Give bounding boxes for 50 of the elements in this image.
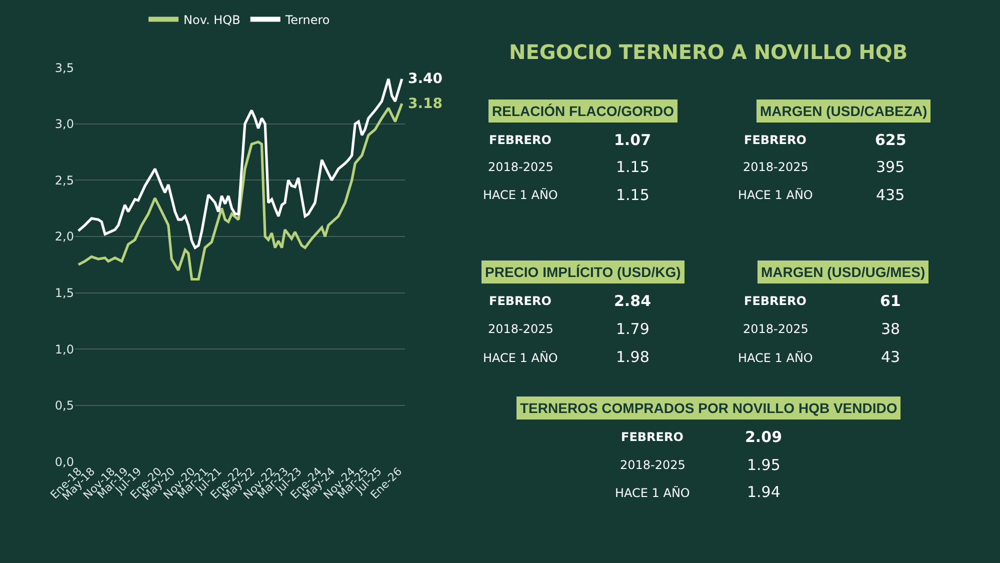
text: FEBRERO	[744, 133, 806, 147]
text: 1.15	[616, 158, 650, 176]
y-tick-label: 0,0	[54, 454, 74, 469]
text: HACE 1 AÑO	[483, 350, 558, 365]
text: 1.94	[747, 483, 780, 501]
text: 2018-2025	[488, 160, 554, 174]
text: FEBRERO	[489, 294, 552, 308]
text: MARGEN (USD/CABEZA)	[760, 103, 928, 119]
text: HACE 1 AÑO	[483, 187, 558, 202]
text: 1.98	[616, 348, 650, 366]
text: PRECIO IMPLÍCITO (USD/KG)	[485, 264, 681, 280]
y-tick-label: 0,5	[54, 398, 74, 413]
legend-label: Nov. HQB	[184, 12, 240, 27]
annotation: 3.40	[408, 71, 443, 87]
legend-label: Ternero	[284, 12, 330, 27]
text: 1.15	[616, 186, 650, 204]
text: HACE 1 AÑO	[738, 187, 813, 202]
text: 2.09	[745, 428, 782, 446]
text: NEGOCIO TERNERO A NOVILLO HQB	[509, 40, 908, 64]
y-tick-label: 3,0	[54, 117, 74, 132]
line-series	[77, 78, 404, 250]
text: RELACIÓN FLACO/GORDO	[492, 103, 674, 119]
y-tick-label: 2,0	[54, 230, 74, 244]
text: 1.07	[614, 131, 652, 149]
y-tick-label: 1,5	[54, 286, 74, 300]
text: 2018-2025	[488, 322, 554, 336]
text: 2018-2025	[743, 322, 808, 336]
text: FEBRERO	[744, 294, 806, 308]
text: HACE 1 AÑO	[738, 350, 813, 365]
y-tick-label: 3,5	[54, 60, 74, 75]
text: FEBRERO	[489, 133, 552, 147]
text: 61	[880, 292, 901, 310]
y-tick-label: 1,0	[54, 342, 74, 356]
text: 2018-2025	[620, 458, 686, 472]
text: 2018-2025	[743, 160, 808, 174]
text: MARGEN (USD/UG/MES)	[761, 264, 926, 280]
text: 435	[876, 186, 905, 204]
text: 38	[881, 320, 900, 338]
text: 43	[881, 348, 900, 366]
text: TERNEROS COMPRADOS POR NOVILLO HQB VENDIDO	[520, 400, 898, 416]
text: HACE 1 AÑO	[615, 485, 690, 500]
text: 2.84	[614, 292, 652, 310]
line-series	[77, 102, 404, 281]
text: 625	[875, 131, 906, 149]
text: FEBRERO	[621, 430, 684, 444]
text: 1.95	[747, 456, 780, 474]
text: 1.79	[616, 320, 650, 338]
annotation: 3.18	[408, 96, 443, 112]
text: 395	[876, 158, 905, 176]
y-tick-label: 2,5	[54, 173, 74, 188]
